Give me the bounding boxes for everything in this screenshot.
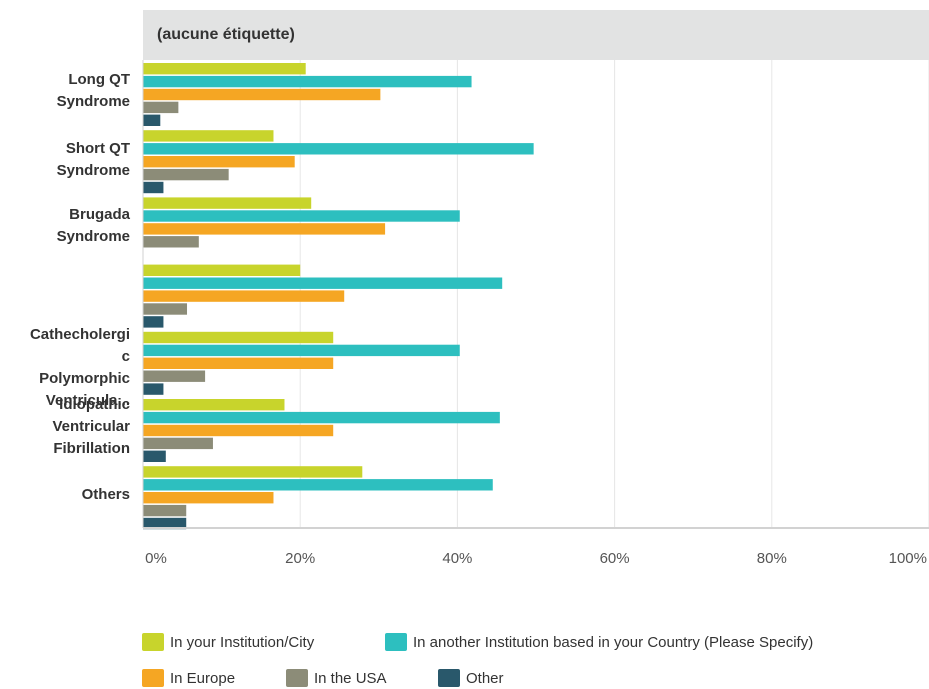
y-category-label: Short QT [66,140,130,157]
bar [143,290,345,302]
x-tick-label: 20% [285,550,315,567]
y-category-label: Syndrome [57,228,130,245]
x-tick-label: 80% [757,550,787,567]
y-category-label: Fibrillation [53,440,130,457]
y-category-label: Syndrome [57,162,130,179]
bar [143,168,229,181]
bar [143,143,534,155]
bar [143,75,472,88]
bar [143,130,274,142]
y-category-label: Ventricular [52,418,130,435]
bar [143,399,285,411]
y-category-label: c [122,348,130,365]
x-tick-label: 60% [600,550,630,567]
y-category-label: Brugada [69,206,131,223]
bar [143,504,187,517]
bar [143,370,206,382]
bar [143,101,179,114]
y-category-label: Others [82,486,130,503]
bar [143,331,334,344]
bar [143,156,295,168]
bar [143,424,334,437]
bar [143,492,274,504]
bar [143,114,161,126]
bar [143,357,334,369]
bar [143,181,164,194]
y-category-label: Idiopathic [59,396,130,413]
bar [143,517,187,530]
bar [143,236,199,248]
bar [143,383,164,395]
y-category-label: Polymorphic [39,370,130,387]
x-tick-label: 40% [442,550,472,567]
bar [143,479,493,491]
bar [143,466,363,478]
y-category-label: Syndrome [57,93,130,110]
x-tick-label: 0% [145,550,167,567]
bar [143,450,166,462]
bar [143,88,381,101]
bar [143,63,306,75]
y-category-label: Ventricula... [46,392,130,409]
bar [143,411,500,424]
y-category-label: Long QT [68,71,130,88]
bar [143,197,312,209]
header-band [143,10,929,60]
y-category-label: Cathecholergi [30,326,130,343]
bar [143,316,164,328]
bar [143,437,213,450]
bar [143,277,503,289]
bar [143,303,188,315]
header-label: (aucune étiquette) [157,26,295,43]
bar [143,210,460,222]
bar [143,344,460,357]
bar [143,264,301,276]
bar [143,223,386,235]
x-tick-label: 100% [889,550,927,567]
